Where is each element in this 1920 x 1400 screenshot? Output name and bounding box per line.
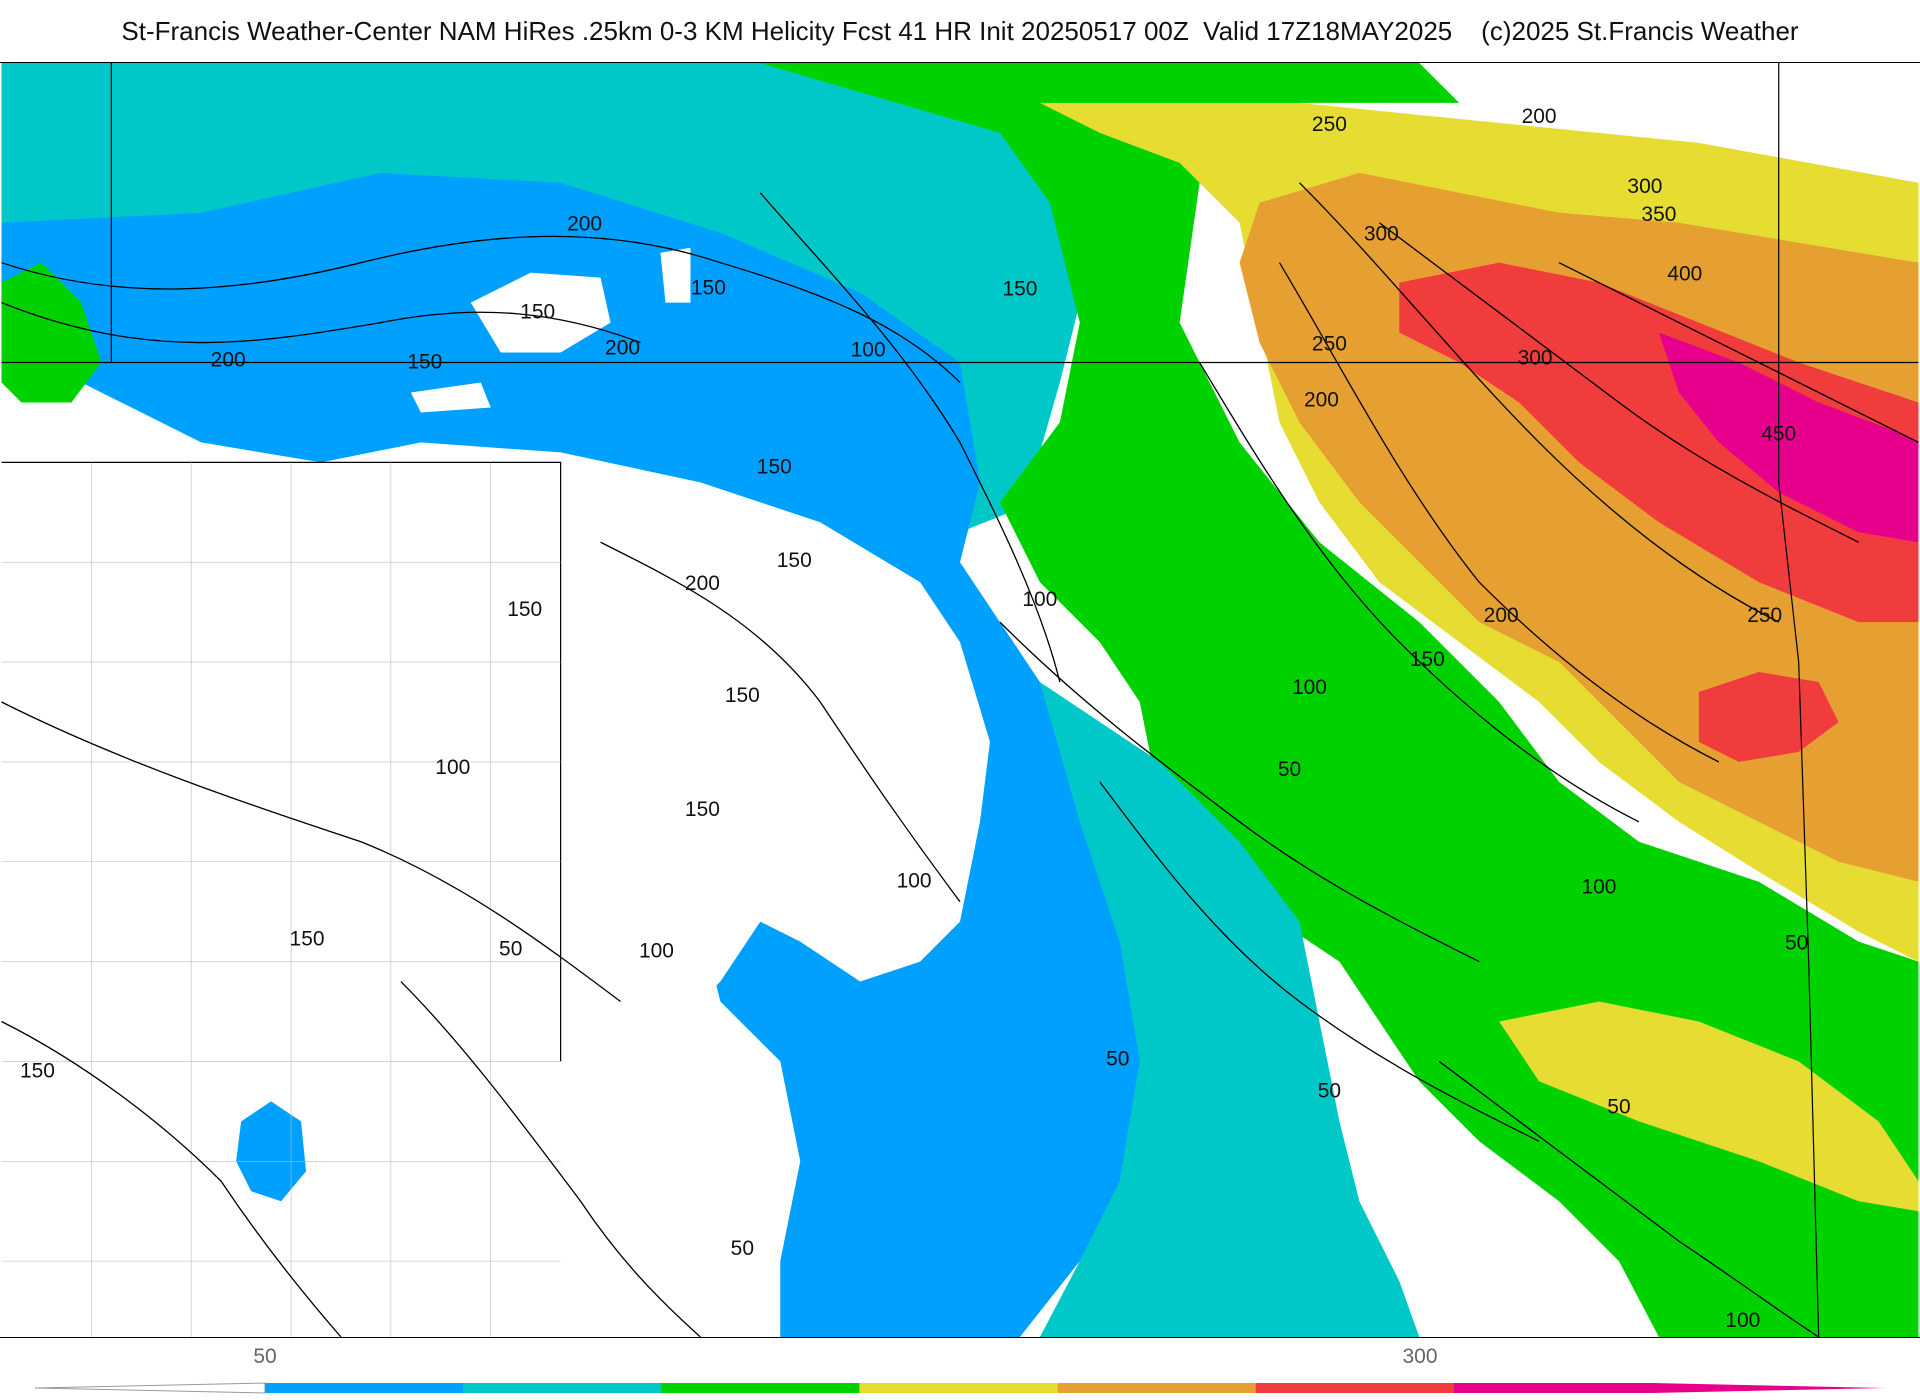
contour-label: 50 <box>731 1237 754 1260</box>
borders <box>1 63 1919 1337</box>
contour-label: 200 <box>605 337 640 360</box>
contour-label: 100 <box>1725 1309 1760 1332</box>
contour-label: 100 <box>639 940 674 963</box>
colorbar-segment <box>859 1383 1059 1393</box>
colorbar-high-arrow <box>1652 1383 1885 1393</box>
contour-labels: 200 150 150 200 150 200 100 150 150 150 … <box>20 105 1808 1332</box>
colorbar-label-high: 300 <box>1402 1345 1437 1368</box>
contour-label: 200 <box>685 572 720 595</box>
band-magenta <box>1658 332 1919 543</box>
contour-200-north <box>1 302 641 344</box>
contour-label: 150 <box>725 684 760 707</box>
contour-label: 450 <box>1761 422 1796 445</box>
contour-label: 50 <box>1318 1079 1341 1102</box>
contour-label: 300 <box>1364 223 1399 246</box>
contour-label: 250 <box>1312 333 1347 356</box>
contour-label: 100 <box>435 756 470 779</box>
contour-label: 150 <box>520 301 555 324</box>
colorbar-label-low: 50 <box>253 1345 276 1368</box>
contour-150-north <box>1 235 961 383</box>
colorbar-segments <box>265 1383 1653 1393</box>
contour-300-east <box>1378 222 1859 543</box>
contour-label: 50 <box>1106 1047 1129 1070</box>
contour-label: 100 <box>1292 676 1327 699</box>
contour-label: 100 <box>851 339 886 362</box>
white-central <box>1 482 990 1162</box>
contour-label: 200 <box>1484 604 1519 627</box>
colorbar-segment <box>463 1383 662 1393</box>
contour-label: 200 <box>567 213 602 236</box>
contour-200-east <box>1278 262 1720 763</box>
contour-label: 100 <box>897 870 932 893</box>
contour-label: 250 <box>1312 113 1347 136</box>
contour-label: 350 <box>1641 203 1676 226</box>
map-title: St-Francis Weather-Center NAM HiRes .25k… <box>121 15 1799 46</box>
county-grid <box>1 462 561 1337</box>
contour-100-east <box>999 621 1480 963</box>
contours <box>1 182 1919 1337</box>
colorbar-segment <box>1057 1383 1257 1393</box>
contour-label: 150 <box>685 798 720 821</box>
colorbar-segment <box>1255 1383 1455 1393</box>
contour-100-west <box>1 701 621 1003</box>
band-red <box>1399 262 1919 623</box>
contour-label: 150 <box>757 455 792 478</box>
colorbar-low-arrow <box>34 1382 266 1394</box>
contour-150-central <box>600 541 961 903</box>
contour-100-north <box>759 192 1061 683</box>
contour-label: 400 <box>1667 263 1702 286</box>
contour-label: 150 <box>290 928 325 951</box>
contour-label: 100 <box>1022 588 1057 611</box>
contour-label: 150 <box>1002 278 1037 301</box>
band-red-se <box>1698 672 1839 762</box>
contour-label: 150 <box>407 351 442 374</box>
contour-label: 250 <box>1747 604 1782 627</box>
contour-label: 50 <box>1278 758 1301 781</box>
contour-150-east <box>1199 362 1640 823</box>
contour-100-se <box>1438 1060 1820 1337</box>
contour-150-west <box>1 1020 342 1337</box>
contour-label: 150 <box>1410 648 1445 671</box>
contour-label: 200 <box>1304 388 1339 411</box>
contour-label: 100 <box>1582 876 1617 899</box>
contour-label: 50 <box>1785 932 1808 955</box>
band-150-north <box>1 172 1160 1337</box>
contour-250-east <box>1299 182 1780 623</box>
contour-label: 150 <box>20 1059 55 1082</box>
contour-50-west <box>400 981 701 1337</box>
band-cyan-south <box>1039 682 1420 1337</box>
patch-blue-sw <box>236 1101 307 1202</box>
hole-north-1 <box>470 272 611 353</box>
helicity-map: 200 150 150 200 150 200 100 150 150 150 … <box>0 62 1920 1338</box>
colorbar: 50 300 <box>34 1345 1885 1394</box>
contour-400-east <box>1558 262 1919 443</box>
contour-label: 200 <box>1522 105 1557 128</box>
hole-north-2 <box>410 382 491 413</box>
contour-50-east <box>1099 781 1540 1142</box>
contour-label: 300 <box>1627 175 1662 198</box>
colorbar-segment <box>1453 1383 1653 1393</box>
contour-label: 300 <box>1518 347 1553 370</box>
contour-label: 50 <box>1607 1095 1630 1118</box>
contour-label: 50 <box>499 938 522 961</box>
colorbar-segment <box>661 1383 860 1393</box>
colorbar-segment <box>265 1383 464 1393</box>
contour-label: 150 <box>507 598 542 621</box>
contour-label: 200 <box>211 349 246 372</box>
hole-north-3 <box>660 247 691 303</box>
contour-label: 150 <box>691 277 726 300</box>
contour-label: 150 <box>777 549 812 572</box>
